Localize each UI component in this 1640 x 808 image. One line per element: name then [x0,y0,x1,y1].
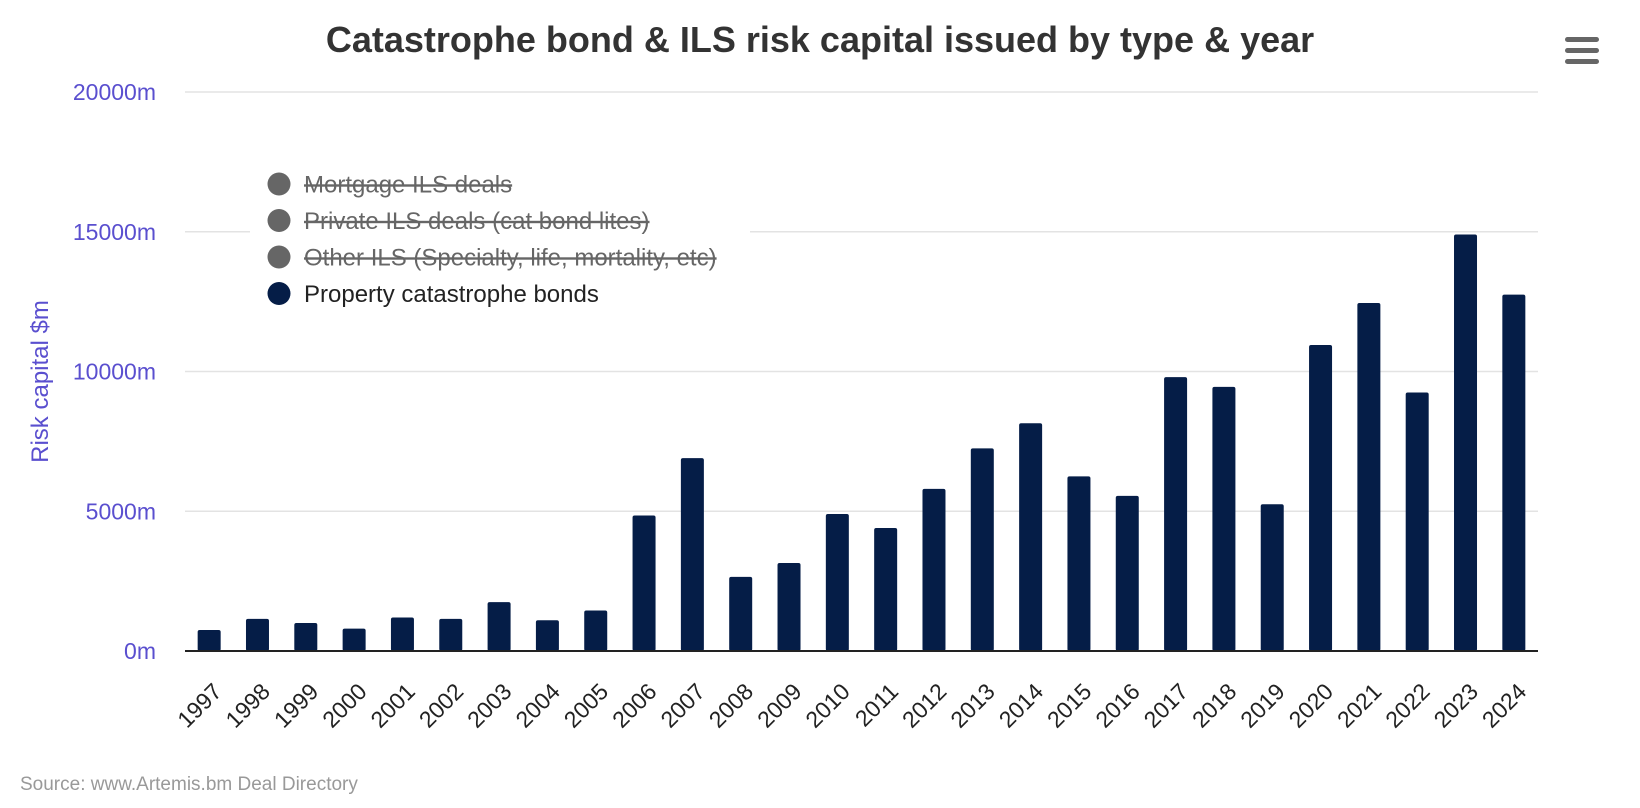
bars [197,234,1526,652]
bar-2015[interactable] [1067,476,1091,651]
x-tick-label: 2011 [850,678,903,731]
x-tick-label: 2004 [510,678,565,733]
legend-marker [267,282,291,305]
bar-1997[interactable] [197,630,221,651]
legend-label: Mortgage ILS deals [304,172,512,199]
legend-item[interactable]: Mortgage ILS deals [267,172,513,199]
x-tick-label: 1999 [269,678,324,733]
legend-marker [267,172,291,196]
y-tick-label: 20000m [73,79,156,105]
legend-label: Property catastrophe bonds [304,281,599,308]
legend-marker [267,245,291,269]
legend-item[interactable]: Private ILS deals (cat bond lites) [267,208,650,235]
legend-marker [267,209,291,232]
bar-2012[interactable] [922,488,946,651]
x-tick-label: 2018 [1187,678,1242,733]
x-axis-ticks: 1997199819992000200120022003200420052006… [172,678,1531,733]
bar-2021[interactable] [1357,303,1381,651]
bar-2019[interactable] [1260,504,1284,651]
x-tick-label: 2021 [1332,678,1387,733]
x-tick-label: 2014 [994,678,1049,733]
bar-2002[interactable] [439,618,463,651]
bar-2000[interactable] [342,628,366,651]
x-tick-label: 2010 [800,678,855,733]
bar-1999[interactable] [294,623,318,651]
source-credit: Source: www.Artemis.bm Deal Directory [20,774,358,795]
bar-2013[interactable] [970,448,994,651]
y-tick-label: 5000m [86,498,156,524]
bar-2016[interactable] [1115,495,1139,651]
bar-2008[interactable] [729,576,753,651]
y-axis-label: Risk capital $m [27,300,54,463]
legend-item[interactable]: Other ILS (Specialty, life, mortality, e… [267,245,717,272]
legend-item[interactable]: Property catastrophe bonds [267,281,599,308]
x-tick-label: 1997 [172,678,227,733]
y-axis-ticks: 0m 5000m 10000m 15000m 20000m [73,79,156,664]
x-tick-label: 2022 [1380,678,1435,733]
x-tick-label: 1998 [220,678,275,733]
bar-1998[interactable] [245,618,269,651]
bar-2022[interactable] [1405,392,1429,651]
bar-2001[interactable] [390,617,414,651]
y-tick-label: 15000m [73,219,156,245]
bar-2003[interactable] [487,602,511,651]
bar-2018[interactable] [1212,386,1236,651]
x-tick-label: 2007 [655,678,710,733]
x-tick-label: 2012 [897,678,952,733]
bar-2007[interactable] [680,458,704,651]
x-tick-label: 2019 [1235,678,1290,733]
x-tick-label: 2024 [1477,678,1532,733]
x-tick-label: 2016 [1090,678,1145,733]
legend-background [250,162,750,312]
x-tick-label: 2020 [1284,678,1339,733]
x-tick-label: 2006 [607,678,662,733]
x-tick-label: 2005 [559,678,614,733]
x-tick-label: 2001 [365,678,420,733]
x-tick-label: 2023 [1428,678,1483,733]
bar-2023[interactable] [1454,234,1478,652]
bar-2006[interactable] [632,515,656,651]
y-tick-label: 10000m [73,359,156,385]
bar-2004[interactable] [535,620,559,651]
bar-2014[interactable] [1019,423,1043,651]
y-tick-label: 0m [124,638,156,664]
bar-2009[interactable] [777,562,801,651]
x-tick-label: 2008 [704,678,759,733]
bar-2005[interactable] [584,610,608,651]
x-tick-label: 2013 [945,678,1000,733]
legend: Mortgage ILS deals Private ILS deals (cat… [250,162,750,312]
x-tick-label: 2002 [414,678,469,733]
x-tick-label: 2017 [1139,678,1194,733]
menu-button[interactable] [1560,30,1604,70]
x-tick-label: 2015 [1042,678,1097,733]
bar-2010[interactable] [825,514,849,651]
legend-label: Private ILS deals (cat bond lites) [304,208,650,235]
bar-2024[interactable] [1502,294,1526,651]
x-tick-label: 2000 [317,678,372,733]
bar-2011[interactable] [874,528,898,651]
bar-2017[interactable] [1164,377,1188,651]
x-tick-label: 2009 [752,678,807,733]
hamburger-menu-icon [1565,37,1599,64]
x-tick-label: 2003 [462,678,517,733]
bar-2020[interactable] [1309,344,1333,651]
legend-label: Other ILS (Specialty, life, mortality, e… [304,245,717,272]
chart-title: Catastrophe bond & ILS risk capital issu… [326,19,1314,60]
